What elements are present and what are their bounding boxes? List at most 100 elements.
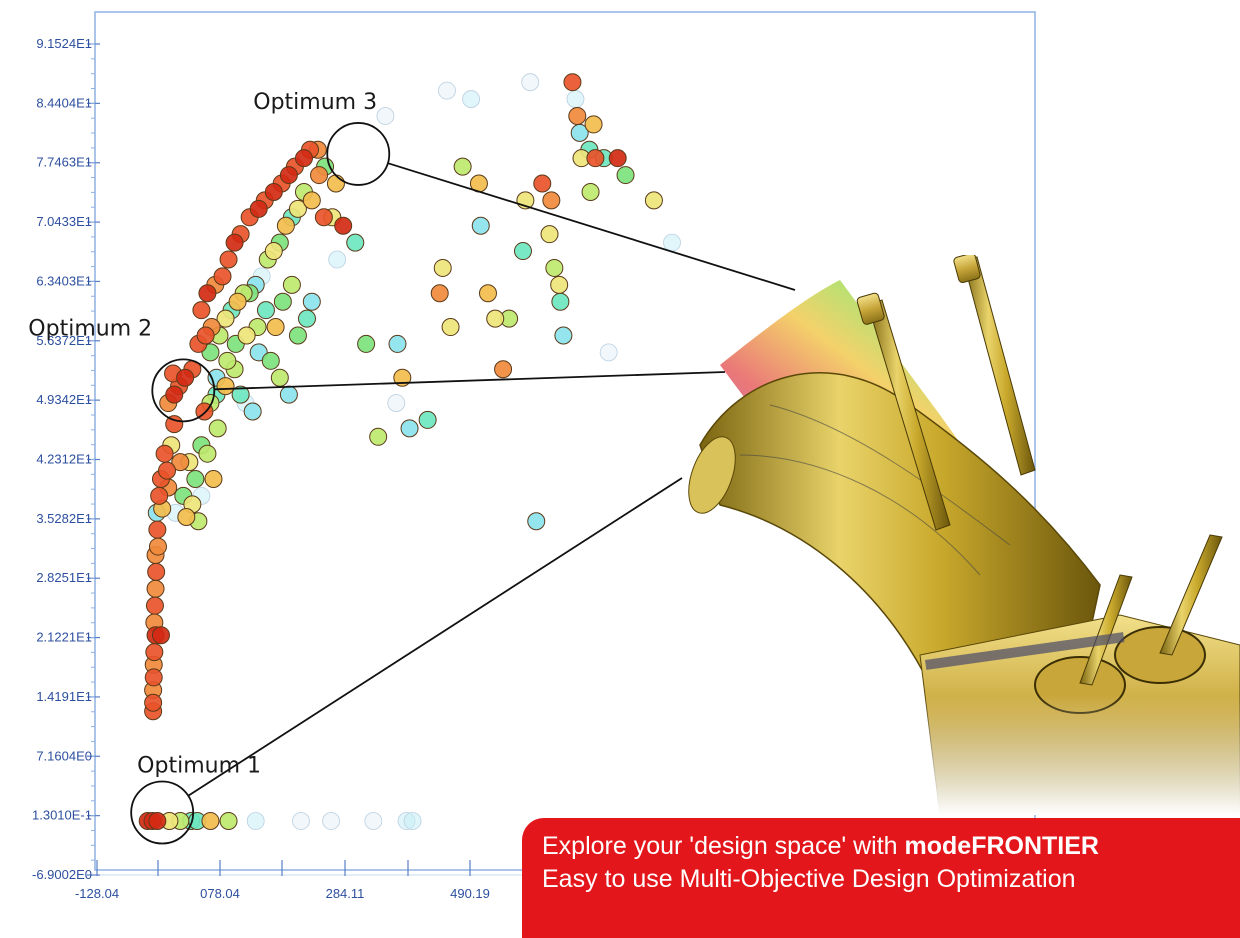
data-point (237, 326, 256, 345)
data-point (521, 73, 540, 92)
y-tick-label: 7.1604E0 (36, 748, 92, 763)
data-point (513, 242, 532, 261)
data-point (433, 258, 452, 277)
data-point (147, 562, 166, 581)
optimum-circle (326, 122, 391, 186)
data-point (279, 166, 298, 185)
valve-stem-lower-right (1159, 534, 1223, 656)
data-point (148, 811, 167, 830)
data-point (462, 90, 480, 108)
data-point (326, 174, 345, 193)
data-point (218, 351, 237, 370)
valve-seat-right (1114, 626, 1206, 684)
data-point (243, 402, 262, 421)
y-tick-label: 6.3403E1 (36, 273, 92, 288)
data-point (542, 191, 561, 210)
data-point (231, 385, 250, 404)
data-point (177, 508, 196, 527)
data-point (196, 326, 215, 345)
data-point (213, 267, 232, 286)
data-point (176, 368, 195, 387)
data-point (478, 284, 497, 303)
data-point (261, 351, 280, 370)
data-point (292, 812, 310, 830)
data-point (314, 208, 333, 227)
y-tick-label: 1.3010E-1 (32, 808, 92, 823)
data-point (364, 812, 383, 830)
optimum-connector (387, 162, 796, 291)
data-point (545, 258, 564, 277)
optimum-label: Optimum 1 (137, 754, 261, 779)
y-tick-labels: 9.1524E1 8.4404E1 7.7463E1 7.0433E1 6.3403E1… (32, 36, 92, 882)
data-point (586, 149, 605, 168)
data-point (294, 149, 313, 168)
optimum-circle (130, 780, 195, 845)
data-point (146, 579, 165, 598)
promo-line-2: Easy to use Multi-Objective Design Optim… (542, 865, 1076, 893)
data-point (328, 250, 347, 269)
y-tick-label: 1.4191E1 (36, 689, 92, 704)
data-point (568, 106, 587, 125)
y-tick-label: 2.1221E1 (36, 630, 92, 645)
data-point (418, 410, 437, 429)
intake-duct (699, 372, 1101, 726)
data-point (663, 233, 681, 252)
promo-banner: Explore your 'design space' with modeFRO… (522, 818, 1240, 938)
fade-overlay (920, 695, 1240, 815)
promo-line-1: Explore your 'design space' with modeFRO… (542, 832, 1099, 860)
data-point (256, 301, 275, 320)
data-point (533, 174, 552, 193)
data-point (322, 812, 341, 830)
optimum-connector-lines (187, 162, 796, 797)
data-point (148, 520, 167, 539)
y-tick-label: 8.4404E1 (36, 95, 92, 110)
data-point (198, 444, 217, 463)
duct-inlet (688, 436, 736, 514)
data-point (219, 811, 238, 830)
data-point (376, 107, 395, 125)
data-point (403, 812, 422, 830)
data-point (225, 233, 244, 252)
optimum-label: Optimum 3 (253, 90, 377, 115)
data-point (550, 275, 569, 294)
optimum-connector (187, 477, 683, 797)
data-point (551, 292, 570, 311)
optimum-connector (214, 371, 726, 391)
valve-tip-left (856, 292, 885, 325)
valve-stem-right (962, 256, 1036, 476)
duct-seam-line (769, 404, 1011, 546)
x-tick-label: 490.19 (450, 886, 490, 901)
data-point (302, 191, 321, 210)
x-tick-label: -128.04 (75, 886, 119, 901)
data-point (357, 334, 376, 353)
data-point (216, 377, 235, 396)
gasket-edge (924, 632, 1125, 670)
data-point (273, 292, 292, 311)
data-point (563, 73, 582, 92)
y-tick-label: 4.9342E1 (36, 392, 92, 407)
data-point (527, 512, 546, 531)
optimum-circle (151, 358, 216, 423)
data-point (369, 427, 388, 446)
y-tick-label: 7.0433E1 (36, 214, 92, 229)
data-point (644, 191, 663, 210)
valve-stem-lower-left (1079, 574, 1133, 686)
data-point (438, 81, 456, 100)
data-point (270, 368, 289, 387)
y-tick-label: 7.7463E1 (36, 155, 92, 170)
intake-port-3d-model-image (688, 255, 1240, 815)
data-point (155, 444, 174, 463)
data-point (198, 284, 217, 303)
data-point (441, 318, 460, 337)
optimum-label: Optimum 2 (28, 316, 152, 341)
duct-seam-line (739, 454, 981, 576)
data-point (388, 334, 407, 353)
data-point (249, 199, 268, 218)
data-point (616, 166, 635, 185)
data-point (165, 385, 184, 404)
data-point (288, 199, 307, 218)
data-point (302, 292, 321, 311)
data-point (279, 385, 298, 404)
data-point (334, 216, 353, 235)
data-point (430, 284, 449, 303)
